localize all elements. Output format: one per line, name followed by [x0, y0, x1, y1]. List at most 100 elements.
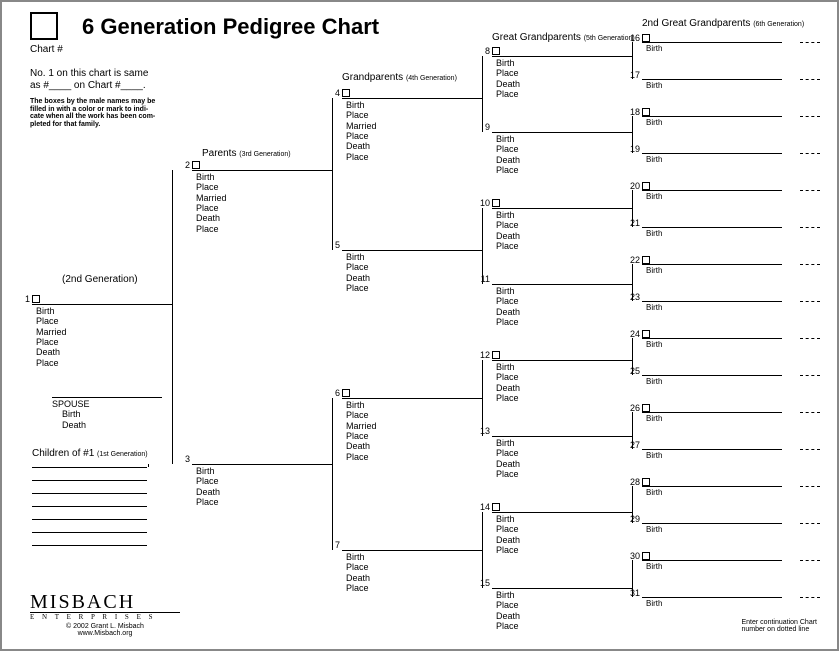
person-6-line: [342, 398, 482, 399]
person-6-fields: BirthPlaceMarriedPlaceDeathPlace: [346, 400, 377, 462]
person-10-checkbox[interactable]: [492, 199, 500, 207]
child-line-5[interactable]: [32, 519, 147, 520]
person-17-continuation[interactable]: [800, 79, 820, 80]
person-10-fields: BirthPlaceDeathPlace: [496, 210, 520, 251]
person-8-checkbox[interactable]: [492, 47, 500, 55]
spouse-death-label: Death: [52, 420, 90, 430]
child-line-7[interactable]: [32, 545, 147, 546]
person-21-continuation[interactable]: [800, 227, 820, 228]
person-10-line: [492, 208, 632, 209]
person-12-fields: BirthPlaceDeathPlace: [496, 362, 520, 403]
person-17-line: [642, 79, 782, 80]
person-23-continuation[interactable]: [800, 301, 820, 302]
conn-5: [482, 208, 483, 284]
gen6-label: 2nd Great Grandparents (6th Generation): [642, 18, 804, 29]
person-28-birth-label: Birth: [646, 488, 662, 497]
person-24-continuation[interactable]: [800, 338, 820, 339]
conn-3: [332, 398, 333, 550]
person-2-checkbox[interactable]: [192, 161, 200, 169]
person-18-continuation[interactable]: [800, 116, 820, 117]
note-same-as: No. 1 on this chart is same as #____ on …: [30, 68, 148, 92]
person-14-line: [492, 512, 632, 513]
person-13-fields: BirthPlaceDeathPlace: [496, 438, 520, 479]
person-22-continuation[interactable]: [800, 264, 820, 265]
person-9-fields: BirthPlaceDeathPlace: [496, 134, 520, 175]
person-1-checkbox[interactable]: [32, 295, 40, 303]
conn-4: [482, 56, 483, 132]
person-29-line: [642, 523, 782, 524]
conn-6: [482, 360, 483, 436]
person-28-checkbox[interactable]: [642, 478, 650, 486]
person-28-continuation[interactable]: [800, 486, 820, 487]
person-26-line: [642, 412, 782, 413]
person-9-number: 9: [478, 122, 490, 132]
person-12-checkbox[interactable]: [492, 351, 500, 359]
person-25-birth-label: Birth: [646, 377, 662, 386]
person-5-line: [342, 250, 482, 251]
person-29-continuation[interactable]: [800, 523, 820, 524]
child-line-6[interactable]: [32, 532, 147, 533]
note1-l1: No. 1 on this chart is same: [30, 68, 148, 80]
person-16-number: 16: [626, 33, 640, 43]
person-4-checkbox[interactable]: [342, 89, 350, 97]
person-11-number: 11: [478, 274, 490, 284]
person-24-checkbox[interactable]: [642, 330, 650, 338]
person-19-line: [642, 153, 782, 154]
person-31-continuation[interactable]: [800, 597, 820, 598]
person-20-continuation[interactable]: [800, 190, 820, 191]
person-1-number: 1: [18, 294, 30, 304]
child-line-1[interactable]: [32, 467, 147, 468]
gen1-label: Children of #1 (1st Generation): [32, 448, 148, 459]
person-27-line: [642, 449, 782, 450]
person-31-line: [642, 597, 782, 598]
person-12-line: [492, 360, 632, 361]
person-27-number: 27: [626, 440, 640, 450]
gen3-label: Parents (3rd Generation): [202, 148, 291, 159]
gen2-label: (2nd Generation): [62, 274, 138, 285]
person-24-birth-label: Birth: [646, 340, 662, 349]
person-9-line: [492, 132, 632, 133]
child-line-3[interactable]: [32, 493, 147, 494]
person-21-birth-label: Birth: [646, 229, 662, 238]
person-16-continuation[interactable]: [800, 42, 820, 43]
person-24-number: 24: [626, 329, 640, 339]
person-4-line: [342, 98, 482, 99]
person-16-checkbox[interactable]: [642, 34, 650, 42]
person-30-checkbox[interactable]: [642, 552, 650, 560]
person-14-checkbox[interactable]: [492, 503, 500, 511]
person-16-line: [642, 42, 782, 43]
person-26-continuation[interactable]: [800, 412, 820, 413]
person-19-continuation[interactable]: [800, 153, 820, 154]
note-boxes: The boxes by the male names may be fille…: [30, 98, 155, 129]
person-26-checkbox[interactable]: [642, 404, 650, 412]
spouse-label: SPOUSE: [52, 399, 90, 409]
person-23-number: 23: [626, 292, 640, 302]
person-13-line: [492, 436, 632, 437]
person-17-birth-label: Birth: [646, 81, 662, 90]
person-31-birth-label: Birth: [646, 599, 662, 608]
page-title: 6 Generation Pedigree Chart: [82, 14, 379, 40]
person-20-checkbox[interactable]: [642, 182, 650, 190]
conn-1: [172, 170, 173, 464]
child-line-2[interactable]: [32, 480, 147, 481]
conn-children: [148, 464, 149, 467]
chart-number-checkbox[interactable]: [30, 12, 58, 40]
child-line-4[interactable]: [32, 506, 147, 507]
spouse-block: SPOUSE Birth Death: [52, 397, 90, 430]
person-30-continuation[interactable]: [800, 560, 820, 561]
person-27-birth-label: Birth: [646, 451, 662, 460]
person-25-continuation[interactable]: [800, 375, 820, 376]
person-21-number: 21: [626, 218, 640, 228]
person-24-line: [642, 338, 782, 339]
person-18-checkbox[interactable]: [642, 108, 650, 116]
person-15-fields: BirthPlaceDeathPlace: [496, 590, 520, 631]
person-17-number: 17: [626, 70, 640, 80]
person-22-checkbox[interactable]: [642, 256, 650, 264]
person-6-checkbox[interactable]: [342, 389, 350, 397]
person-4-number: 4: [328, 88, 340, 98]
person-27-continuation[interactable]: [800, 449, 820, 450]
person-18-birth-label: Birth: [646, 118, 662, 127]
person-7-line: [342, 550, 482, 551]
note1-l2: as #____ on Chart #____.: [30, 80, 148, 92]
person-8-line: [492, 56, 632, 57]
